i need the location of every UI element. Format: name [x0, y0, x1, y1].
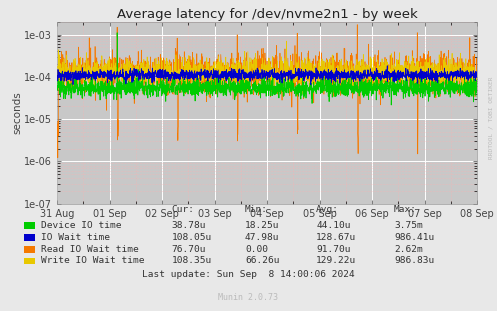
Text: 108.35u: 108.35u	[171, 257, 212, 265]
Text: Max:: Max:	[394, 205, 417, 214]
Text: Cur:: Cur:	[171, 205, 194, 214]
Text: 986.83u: 986.83u	[394, 257, 434, 265]
Text: 2.62m: 2.62m	[394, 245, 423, 253]
Text: Min:: Min:	[245, 205, 268, 214]
Text: Read IO Wait time: Read IO Wait time	[41, 245, 139, 253]
Text: 47.98u: 47.98u	[245, 233, 279, 242]
Text: 18.25u: 18.25u	[245, 221, 279, 230]
Text: 38.78u: 38.78u	[171, 221, 206, 230]
Text: 986.41u: 986.41u	[394, 233, 434, 242]
Text: 108.05u: 108.05u	[171, 233, 212, 242]
Text: Last update: Sun Sep  8 14:00:06 2024: Last update: Sun Sep 8 14:00:06 2024	[142, 270, 355, 279]
Title: Average latency for /dev/nvme2n1 - by week: Average latency for /dev/nvme2n1 - by we…	[117, 7, 417, 21]
Text: 0.00: 0.00	[245, 245, 268, 253]
Text: Munin 2.0.73: Munin 2.0.73	[219, 293, 278, 301]
Text: 66.26u: 66.26u	[245, 257, 279, 265]
Y-axis label: seconds: seconds	[13, 91, 23, 134]
Text: Write IO Wait time: Write IO Wait time	[41, 257, 144, 265]
Text: 76.70u: 76.70u	[171, 245, 206, 253]
Text: 129.22u: 129.22u	[316, 257, 356, 265]
Text: Avg:: Avg:	[316, 205, 339, 214]
Text: IO Wait time: IO Wait time	[41, 233, 110, 242]
Text: 128.67u: 128.67u	[316, 233, 356, 242]
Text: 44.10u: 44.10u	[316, 221, 350, 230]
Text: 3.75m: 3.75m	[394, 221, 423, 230]
Text: Device IO time: Device IO time	[41, 221, 121, 230]
Text: 91.70u: 91.70u	[316, 245, 350, 253]
Text: RRDTOOL / TOBI OETIKER: RRDTOOL / TOBI OETIKER	[489, 77, 494, 160]
